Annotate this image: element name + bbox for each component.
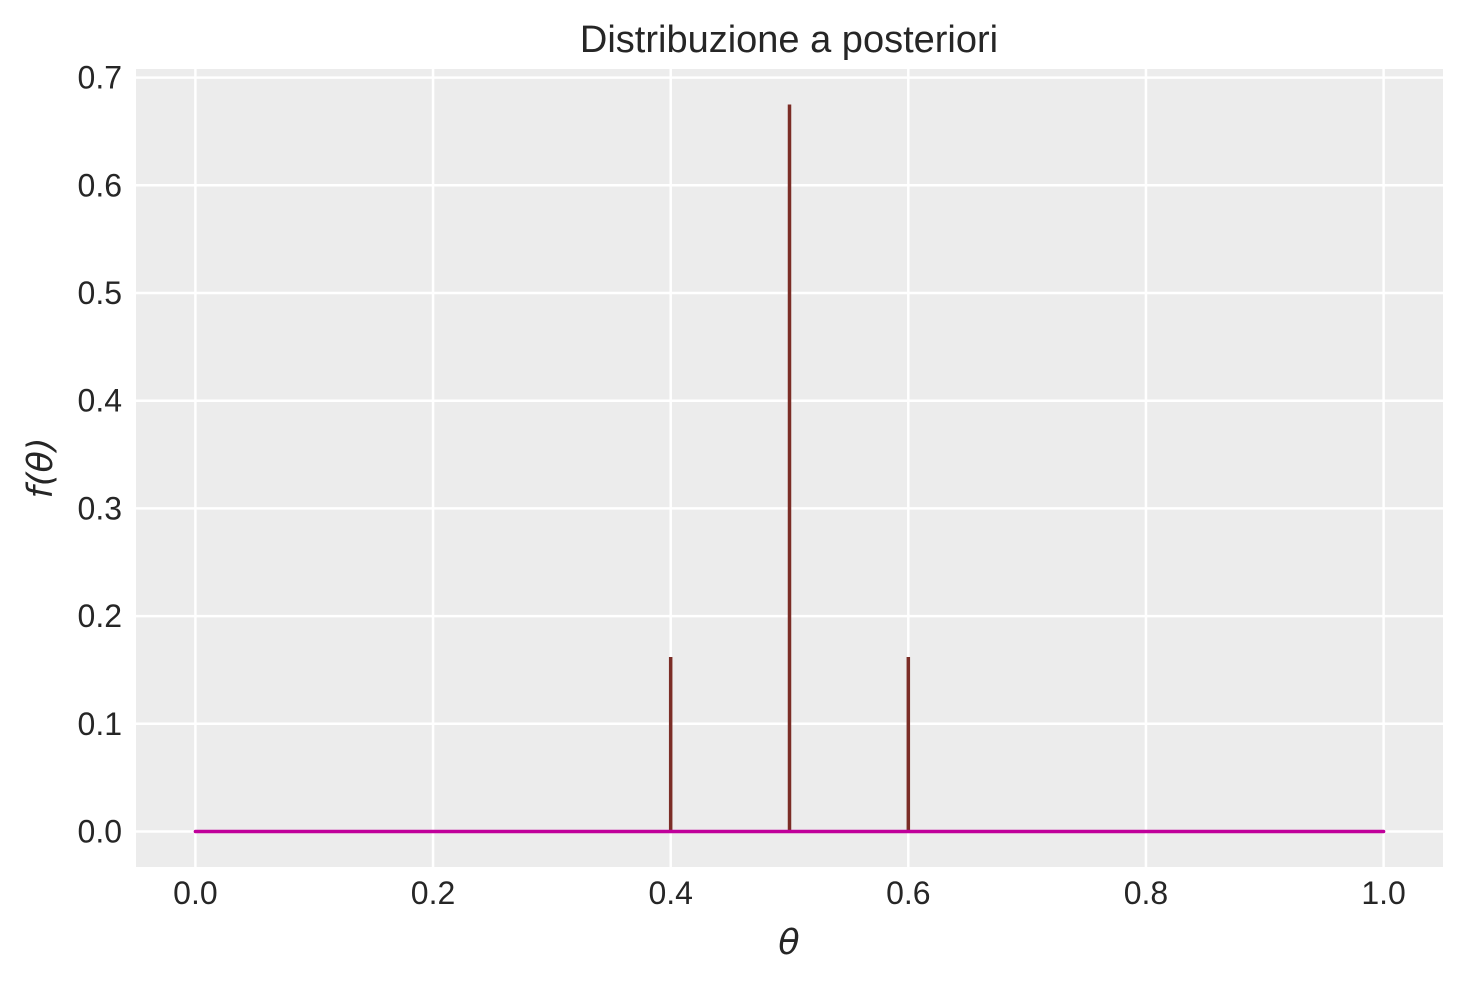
x-axis-label: θ xyxy=(778,923,799,963)
y-tick-label: 0.5 xyxy=(78,275,122,311)
x-tick-label: 0.4 xyxy=(648,875,692,911)
y-tick-label: 0.3 xyxy=(78,490,122,526)
x-tick-label: 0.6 xyxy=(886,875,930,911)
y-tick-label: 0.4 xyxy=(78,383,122,419)
chart-title: Distribuzione a posteriori xyxy=(580,19,998,61)
x-tick-labels: 0.0 0.2 0.4 0.6 0.8 1.0 xyxy=(173,875,1406,911)
y-tick-label: 0.6 xyxy=(78,167,122,203)
y-tick-labels: 0.0 0.1 0.2 0.3 0.4 0.5 0.6 0.7 xyxy=(78,60,122,850)
x-tick-label: 0.0 xyxy=(173,875,217,911)
x-tick-label: 1.0 xyxy=(1361,875,1405,911)
y-axis-label: f(θ) xyxy=(21,437,61,498)
y-tick-label: 0.0 xyxy=(78,813,122,849)
data-marks xyxy=(193,104,1386,834)
x-tick-label: 0.2 xyxy=(411,875,455,911)
y-tick-label: 0.1 xyxy=(78,706,122,742)
y-tick-label: 0.7 xyxy=(78,60,122,96)
x-tick-label: 0.8 xyxy=(1124,875,1168,911)
y-tick-label: 0.2 xyxy=(78,598,122,634)
